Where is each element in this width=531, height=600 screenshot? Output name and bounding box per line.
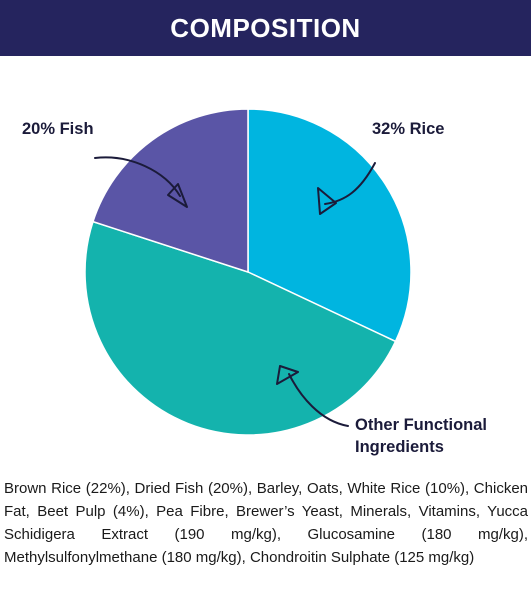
rice-label: 32% Rice xyxy=(372,120,445,138)
other-arrow xyxy=(288,373,349,427)
pie-slice-1 xyxy=(84,220,397,436)
pie-chart-area: 20% Fish 32% Rice Other Functional Ingre… xyxy=(0,56,531,468)
rice-arrow-head xyxy=(317,187,337,215)
other-label-line1: Other Functional xyxy=(355,416,487,434)
composition-text: Brown Rice (22%), Dried Fish (20%), Barl… xyxy=(4,480,528,566)
pie-chart xyxy=(84,108,412,436)
other-label-line2: Ingredients xyxy=(355,438,444,456)
page-title: COMPOSITION xyxy=(170,12,361,43)
other-ingredients-label: Other Functional Ingredients xyxy=(355,414,487,458)
pie-slice-0 xyxy=(247,108,412,343)
fish-label: 20% Fish xyxy=(22,120,94,138)
rice-arrow xyxy=(324,162,376,205)
fish-arrow-head xyxy=(167,183,188,208)
other-arrow-head xyxy=(276,365,299,385)
composition-header: COMPOSITION xyxy=(0,0,531,56)
pie-slice-2 xyxy=(92,108,249,274)
